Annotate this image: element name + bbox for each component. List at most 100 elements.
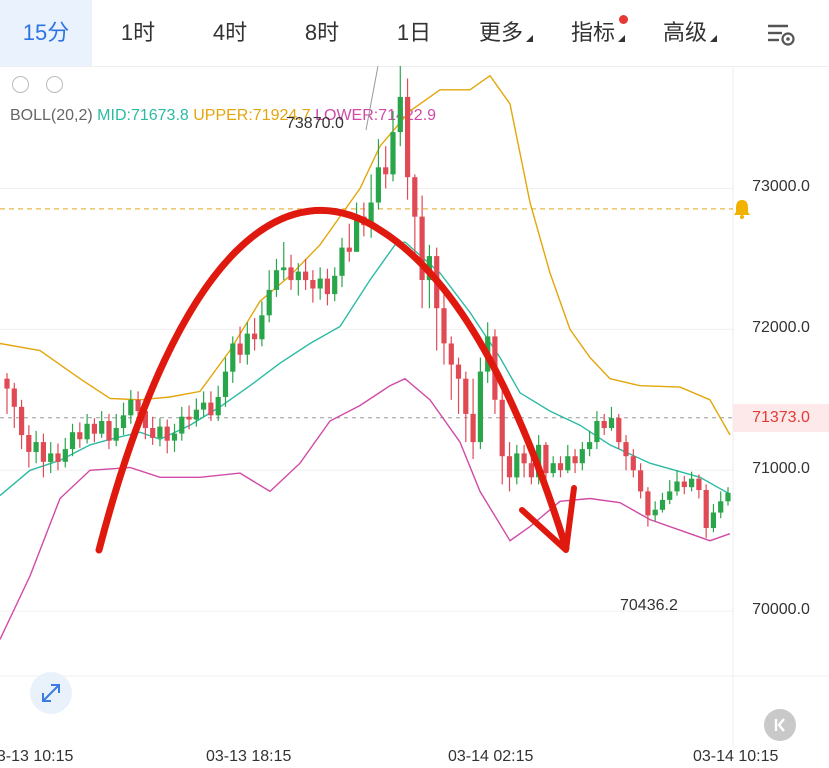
fullscreen-button[interactable] [30, 672, 72, 714]
candle-body [266, 289, 272, 316]
candle-body [77, 432, 83, 440]
candle [266, 270, 272, 323]
candle-body [164, 426, 170, 441]
candle-body [252, 333, 258, 340]
candle-body [630, 456, 636, 471]
candle [638, 463, 644, 499]
tab-indicators[interactable]: 指标 [552, 0, 644, 66]
timeframe-toolbar: 15分 1时 4时 8时 1日 更多 指标 高级 [0, 0, 829, 67]
tab-4h[interactable]: 4时 [184, 0, 276, 66]
candle [579, 442, 585, 471]
candle [99, 411, 105, 438]
candle-body [84, 423, 90, 440]
candle-body [186, 416, 192, 420]
candle-body [135, 399, 141, 412]
candle [667, 480, 673, 505]
x-tick-label: 03-14 10:15 [693, 748, 779, 765]
candle [252, 318, 258, 351]
candle-body [171, 433, 178, 441]
candle [84, 413, 90, 444]
price-alert-bell-icon[interactable] [733, 199, 751, 219]
chart-settings-icon[interactable] [766, 20, 796, 48]
tab-1d[interactable]: 1日 [368, 0, 460, 66]
high-marker-line [365, 66, 379, 131]
candle [40, 433, 46, 478]
tab-advanced[interactable]: 高级 [644, 0, 736, 66]
candle-body [681, 481, 687, 488]
candle [157, 418, 163, 447]
tab-more[interactable]: 更多 [460, 0, 552, 66]
trend-arrowhead [519, 485, 577, 553]
candle-body [99, 421, 105, 434]
collapse-icon[interactable] [12, 76, 29, 93]
candle-body [645, 491, 651, 516]
candle [186, 405, 192, 430]
candle-body [528, 463, 534, 478]
candle-body [667, 491, 673, 500]
candle-body [281, 267, 287, 271]
candle [412, 174, 418, 257]
candle-body [725, 492, 731, 502]
candlestick-chart[interactable] [0, 66, 829, 746]
tab-label: 1时 [120, 20, 156, 45]
candle-body [594, 421, 600, 443]
hexagon-settings-icon[interactable] [46, 76, 63, 93]
candle-body [62, 449, 68, 462]
tab-15min[interactable]: 15分 [0, 0, 92, 66]
candle [324, 268, 330, 306]
candle [281, 242, 287, 281]
candle-body [26, 435, 32, 452]
candle [550, 456, 556, 478]
scroll-to-latest-button[interactable] [764, 709, 796, 741]
candle [703, 484, 709, 538]
candle [696, 474, 702, 499]
candle-body [674, 481, 680, 492]
candle-body [150, 428, 156, 438]
candle-body [375, 167, 381, 203]
candle-body [550, 463, 556, 474]
notification-dot [619, 15, 628, 24]
candle [623, 435, 629, 471]
candle-body [601, 421, 607, 428]
candle [652, 501, 658, 521]
candle [11, 382, 17, 428]
candle-body [215, 397, 221, 416]
candle [55, 443, 61, 471]
candle-body [339, 247, 345, 276]
candle [113, 413, 119, 447]
candle [674, 470, 680, 496]
candle [164, 419, 170, 454]
candle [594, 411, 600, 450]
tab-8h[interactable]: 8时 [276, 0, 368, 66]
tab-1h[interactable]: 1时 [92, 0, 184, 66]
candle-body [157, 426, 163, 438]
candle [288, 254, 294, 290]
dropdown-triangle-icon [618, 35, 625, 42]
candle-body [405, 96, 411, 178]
candle [4, 373, 10, 414]
candle [208, 391, 214, 421]
candle [477, 357, 483, 450]
candle [463, 371, 469, 443]
candle-body [718, 501, 724, 513]
candle-body [557, 463, 564, 471]
candle-body [69, 432, 76, 450]
candle [689, 471, 695, 492]
candle-body [91, 423, 97, 434]
high-price-label: 73870.0 [286, 115, 344, 132]
candle [354, 202, 360, 252]
candle [718, 491, 724, 519]
candle-body [514, 453, 520, 478]
candle [455, 357, 462, 414]
candle-body [463, 378, 469, 414]
candle-body [543, 444, 549, 474]
candle-body [579, 449, 585, 464]
candle [128, 389, 134, 424]
candle [19, 399, 25, 450]
candle-body [638, 470, 644, 492]
candle-body [208, 402, 214, 416]
boll-upper-value: UPPER:71924.7 [193, 107, 311, 124]
candle [237, 326, 243, 364]
candle-body [448, 343, 454, 365]
y-tick-label: 73000.0 [752, 178, 810, 196]
